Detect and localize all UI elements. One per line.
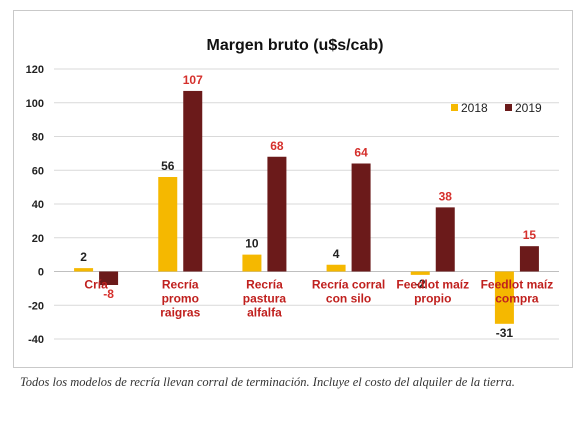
data-label-2018: 4 — [333, 247, 340, 261]
category-label: con silo — [326, 292, 371, 306]
bar-2019 — [519, 246, 539, 272]
category-label: Cría — [84, 278, 108, 292]
category-label: propio — [414, 292, 451, 306]
data-label-2019: 15 — [523, 228, 537, 242]
bar-2018 — [158, 177, 178, 272]
y-tick-label: 80 — [32, 132, 44, 144]
bar-2019 — [183, 90, 203, 272]
bar-2018 — [410, 271, 430, 275]
y-tick-label: 120 — [26, 64, 44, 76]
bar-2018 — [326, 264, 346, 272]
y-tick-label: 60 — [32, 165, 44, 177]
data-label-2019: 107 — [183, 73, 203, 87]
bar-2019 — [435, 207, 455, 272]
category-label: Recría — [162, 278, 199, 292]
bar-2019 — [99, 271, 119, 285]
y-tick-label: -40 — [28, 334, 44, 346]
bar-2019 — [267, 156, 287, 272]
category-label: Recría — [246, 278, 283, 292]
y-tick-label: 20 — [32, 233, 44, 245]
legend: 2018 2019 — [451, 101, 542, 115]
chart-title: Margen bruto (u$s/cab) — [207, 37, 384, 54]
category-label: pastura — [243, 292, 287, 306]
data-label-2018: 2 — [80, 250, 87, 264]
category-label: Feedlot maíz — [481, 278, 554, 292]
category-label: promo — [162, 292, 199, 306]
y-tick-label: 100 — [26, 98, 44, 110]
legend-swatch-2019 — [505, 104, 512, 111]
data-label-2018: 56 — [161, 159, 175, 173]
data-label-2019: 68 — [270, 139, 284, 153]
legend-label-2019: 2019 — [515, 101, 542, 115]
figure-caption: Todos los modelos de recría llevan corra… — [20, 375, 515, 389]
data-label-2018: -31 — [496, 326, 514, 340]
category-label: Feedlot maíz — [396, 278, 469, 292]
legend-swatch-2018 — [451, 104, 458, 111]
bar-2018 — [494, 271, 514, 324]
bar-2018 — [74, 268, 94, 272]
bar-2019 — [351, 163, 371, 272]
data-labels: 2 -8 56 107 10 68 4 64 -2 38 -31 15 — [80, 73, 536, 340]
chart-frame: -40 -20 0 20 40 60 80 100 120 2 -8 56 107 10 68 4 64 -2 3… — [13, 10, 573, 368]
y-tick-label: -20 — [28, 300, 44, 312]
y-tick-label: 40 — [32, 199, 44, 211]
category-label: compra — [495, 292, 539, 306]
data-label-2019: 38 — [439, 189, 453, 203]
data-label-2018: 10 — [245, 237, 259, 251]
data-label-2018: -2 — [415, 277, 426, 291]
y-tick-label: 0 — [38, 267, 44, 279]
bars — [74, 90, 539, 324]
category-label: raigras — [160, 306, 200, 320]
data-label-2019: 64 — [354, 146, 368, 160]
category-label: Recría corral — [312, 278, 385, 292]
margen-bruto-chart: -40 -20 0 20 40 60 80 100 120 2 -8 56 107 10 68 4 64 -2 3… — [26, 37, 559, 346]
category-labels: Cría RecríapromoraigrasRecríapasturaalfal… — [84, 278, 553, 320]
y-axis-ticks: -40 -20 0 20 40 60 80 100 120 — [26, 64, 44, 346]
category-label: alfalfa — [247, 306, 282, 320]
bar-2018 — [242, 254, 262, 272]
data-label-2019: -8 — [103, 287, 114, 301]
gridlines — [54, 68, 559, 340]
legend-label-2018: 2018 — [461, 101, 488, 115]
